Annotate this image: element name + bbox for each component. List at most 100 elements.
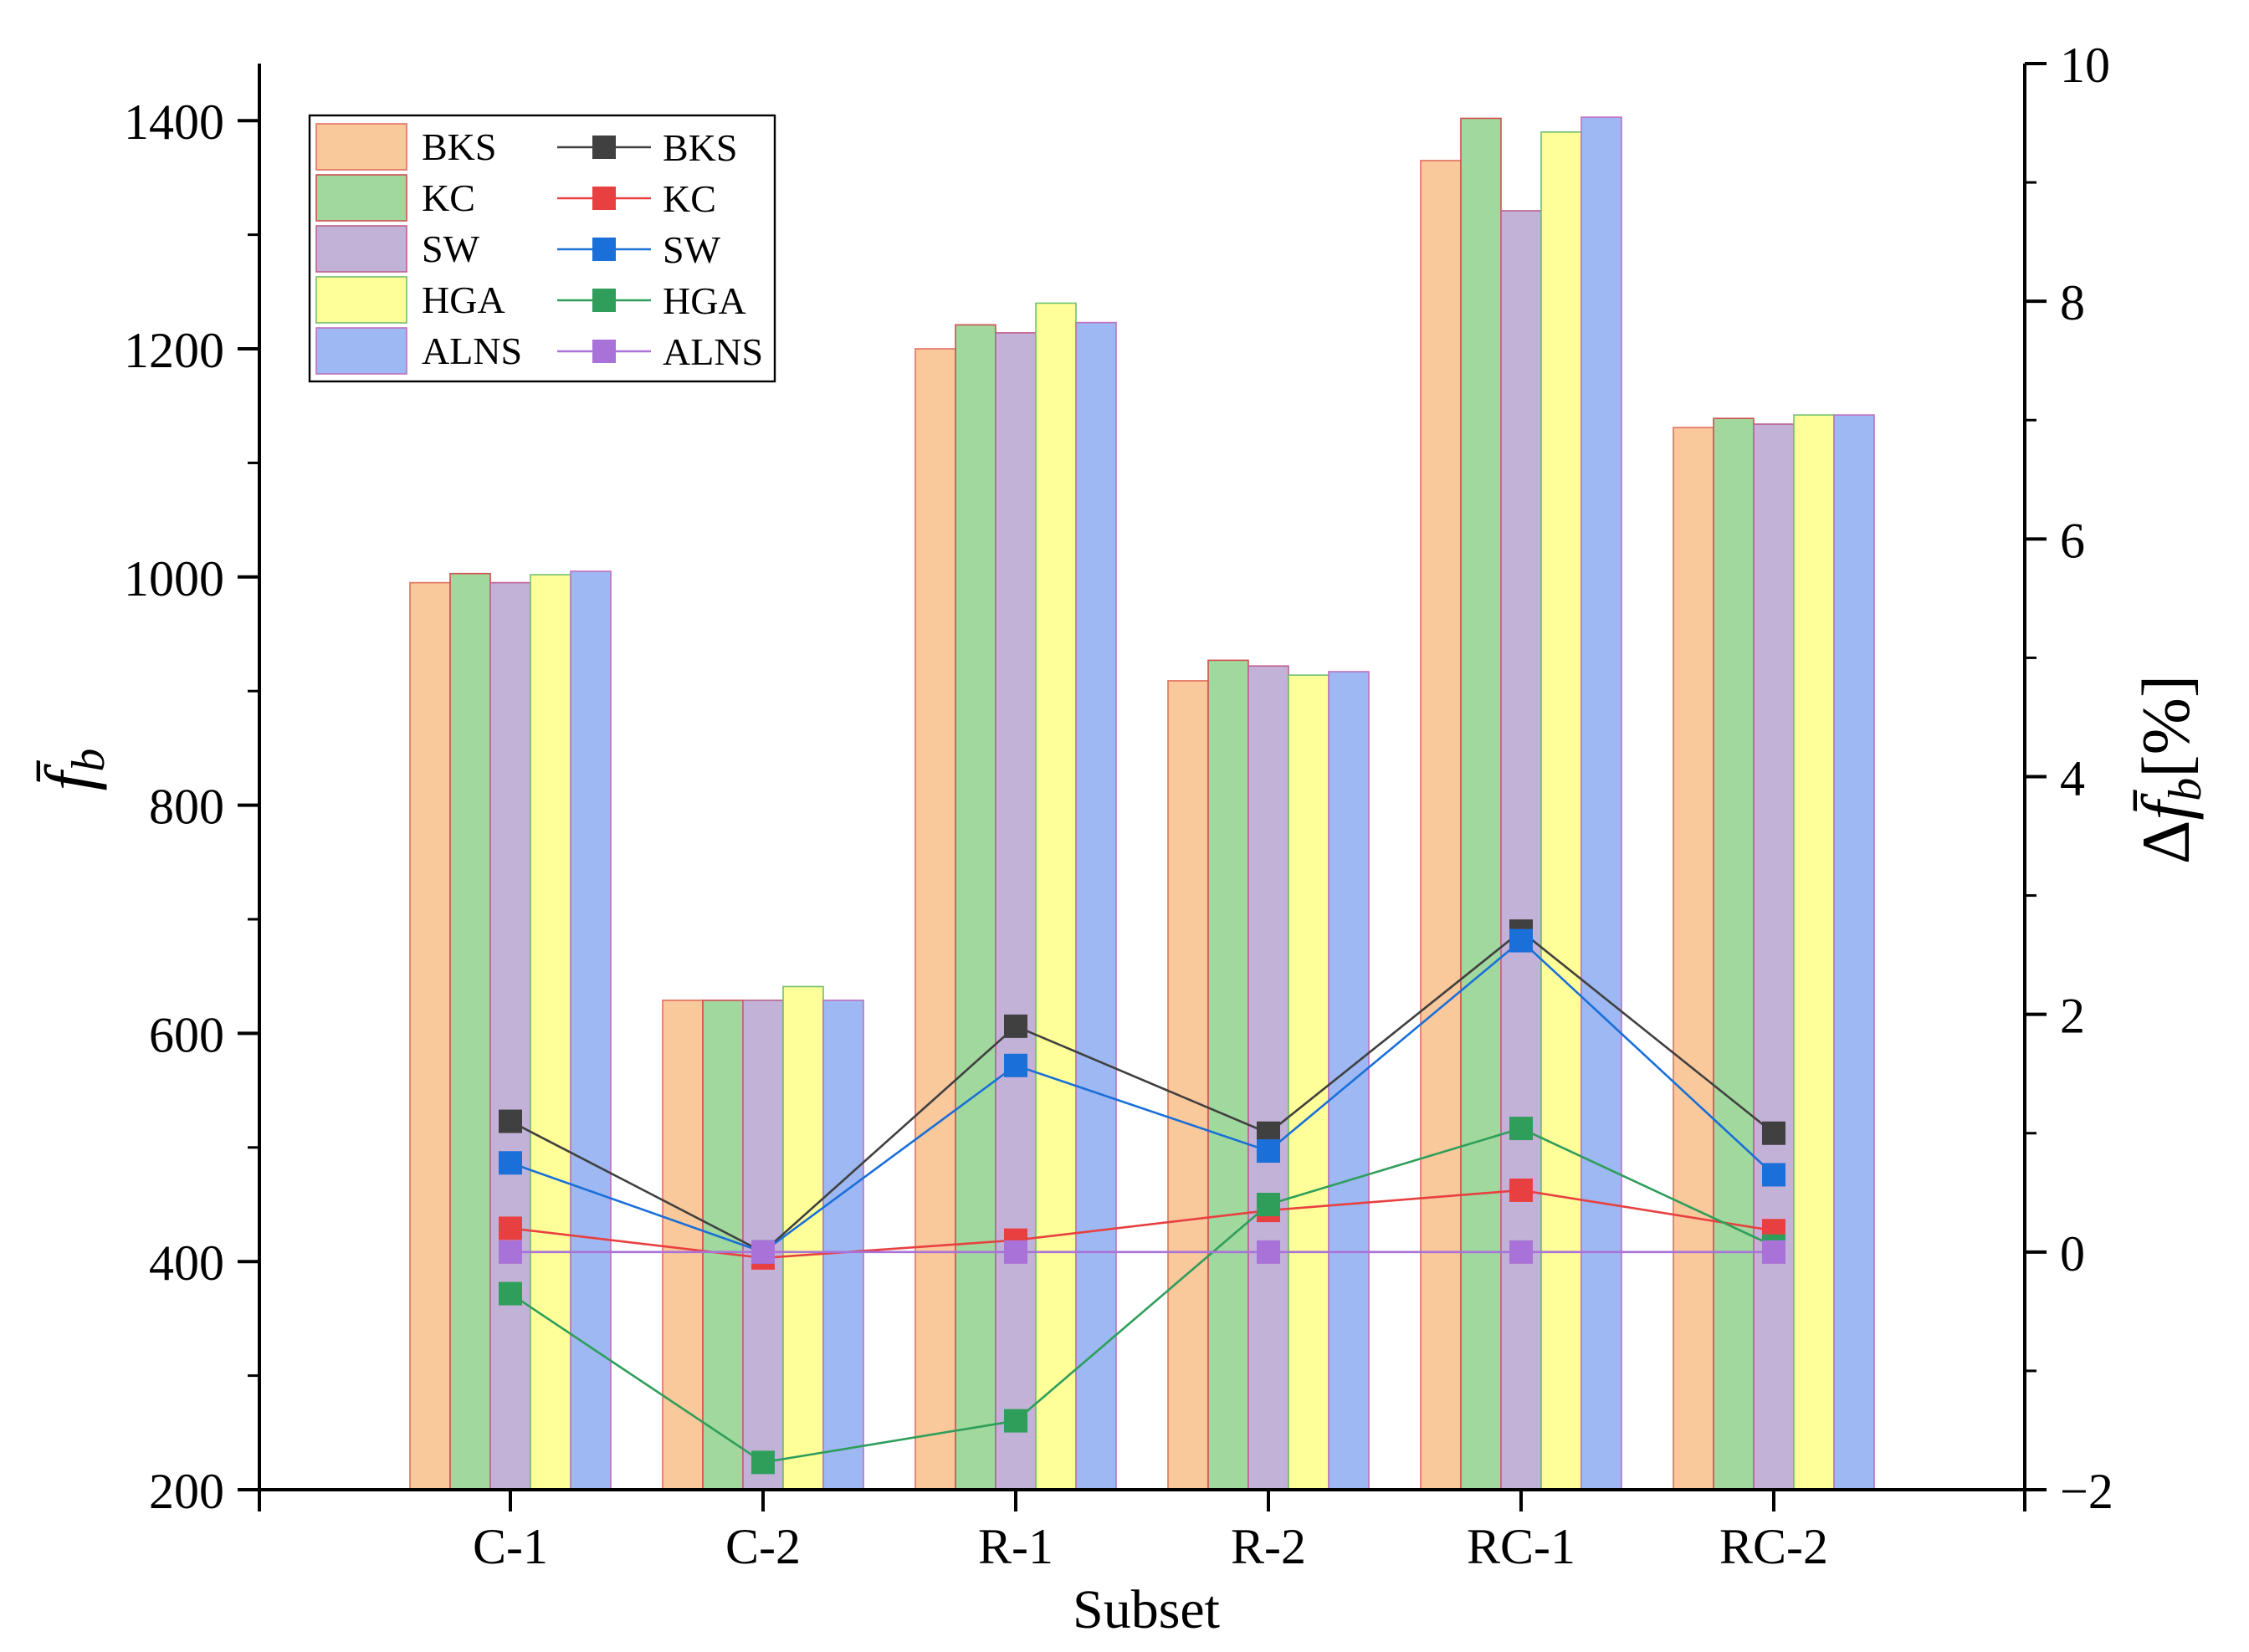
bar-alns-rc-2	[1833, 414, 1875, 1491]
legend-label-line-bks: BKS	[663, 126, 737, 169]
legend-swatch-marker-kc	[592, 187, 616, 210]
y-tick-label: 400	[149, 1235, 224, 1291]
y2-tick-label: 10	[2060, 38, 2110, 93]
marker-hga-c-2	[751, 1450, 775, 1475]
y-axis-title: f̄b	[31, 749, 115, 791]
marker-sw-r-2	[1257, 1139, 1280, 1164]
marker-bks-r-1	[1004, 1014, 1027, 1038]
bar-alns-r-1	[1075, 321, 1117, 1491]
bar-hga-r-2	[1288, 674, 1329, 1491]
bar-hga-c-1	[530, 574, 571, 1491]
legend-swatch-bar-sw	[315, 225, 407, 273]
bar-bks-rc-2	[1673, 427, 1714, 1491]
y2-tick-label: 4	[2060, 751, 2085, 806]
y2-tick-label: 0	[2060, 1226, 2085, 1281]
legend-swatch-bar-hga	[315, 276, 407, 324]
y-tick-label: 1400	[124, 95, 224, 150]
y2-axis-title: Δf̄b[%]	[2128, 675, 2211, 864]
legend-label-line-hga: HGA	[663, 279, 746, 322]
bar-kc-c-2	[702, 1000, 744, 1491]
marker-sw-c-1	[499, 1151, 522, 1175]
marker-hga-rc-1	[1509, 1117, 1533, 1141]
y2-tick-label: 2	[2060, 989, 2085, 1044]
marker-sw-rc-1	[1509, 928, 1533, 953]
bar-sw-r-2	[1247, 665, 1289, 1491]
bar-alns-c-2	[822, 1000, 864, 1491]
marker-alns-r-2	[1257, 1240, 1280, 1264]
marker-alns-r-1	[1004, 1240, 1027, 1264]
marker-hga-r-2	[1257, 1193, 1280, 1216]
bar-bks-r-2	[1167, 680, 1209, 1491]
bar-sw-c-1	[489, 581, 531, 1491]
legend-label-bar-hga: HGA	[422, 279, 505, 321]
legend-label-bar-kc: KC	[422, 176, 475, 219]
bar-kc-r-2	[1207, 659, 1249, 1491]
legend-swatch-marker-alns	[592, 340, 616, 363]
y2-axis-title-unit: [%]	[2128, 675, 2204, 778]
y-tick-label: 1200	[124, 323, 224, 378]
legend-label-line-sw: SW	[663, 228, 721, 271]
y2-axis-title-prefix: Δ	[2128, 820, 2204, 864]
legend-swatch-bar-bks	[315, 123, 407, 171]
legend-swatch-marker-bks	[592, 136, 616, 159]
bar-kc-rc-1	[1460, 117, 1502, 1491]
svg-text:Δf̄b[%]: Δf̄b[%]	[2128, 675, 2211, 864]
legend-label-line-kc: KC	[663, 177, 716, 220]
marker-alns-rc-2	[1762, 1240, 1785, 1264]
bar-alns-c-1	[570, 570, 612, 1491]
y2-tick-label: 6	[2060, 513, 2085, 568]
marker-hga-r-1	[1004, 1409, 1027, 1433]
y2-tick-label: −2	[2060, 1464, 2113, 1519]
y-tick-label: 1000	[124, 551, 224, 606]
x-tick-label: C-2	[725, 1519, 801, 1574]
lines-layer	[499, 919, 1785, 1475]
bar-hga-r-1	[1035, 302, 1077, 1491]
marker-alns-rc-1	[1509, 1240, 1533, 1264]
x-tick-label: R-1	[978, 1519, 1053, 1574]
y-tick-label: 200	[149, 1464, 224, 1519]
x-axis-title: Subset	[1073, 1579, 1220, 1640]
y-tick-label: 800	[149, 780, 224, 835]
bar-sw-rc-1	[1500, 210, 1542, 1491]
marker-hga-c-1	[499, 1281, 522, 1306]
y2-tick-label: 8	[2060, 275, 2085, 330]
legend-label-bar-alns: ALNS	[422, 330, 522, 372]
legend-label-bar-bks: BKS	[422, 125, 496, 168]
marker-bks-rc-2	[1762, 1121, 1785, 1145]
x-tick-label: R-2	[1231, 1519, 1306, 1574]
bar-sw-r-1	[995, 332, 1037, 1491]
marker-kc-c-1	[499, 1216, 522, 1240]
line-hga	[510, 1127, 1775, 1464]
legend-swatch-marker-sw	[592, 238, 616, 261]
legend-label-line-alns: ALNS	[663, 330, 763, 373]
bar-bks-rc-1	[1420, 160, 1462, 1491]
legend-swatch-bar-kc	[315, 174, 407, 222]
axes-layer: 200 400 600 800 1000 1200 1400 −2 0 2 4 6 8 10 C-1 C-2 R…	[124, 38, 2113, 1574]
bar-bks-c-2	[662, 1000, 704, 1491]
marker-sw-rc-2	[1762, 1163, 1785, 1187]
marker-kc-rc-1	[1509, 1178, 1533, 1202]
x-tick-label: C-1	[473, 1519, 548, 1574]
marker-bks-c-1	[499, 1109, 522, 1133]
bar-kc-rc-2	[1713, 417, 1755, 1491]
marker-sw-r-1	[1004, 1053, 1027, 1077]
bar-kc-c-1	[449, 572, 491, 1491]
bar-sw-rc-2	[1753, 423, 1795, 1491]
legend-label-bar-sw: SW	[422, 228, 480, 270]
legend: BKS KC SW HGA ALNS BKS KC SW HGA ALNS	[308, 114, 776, 383]
y-axis-title-sub: b	[63, 749, 115, 772]
marker-alns-c-2	[751, 1240, 775, 1264]
y-tick-label: 600	[149, 1007, 224, 1062]
line-sw	[510, 939, 1775, 1254]
bar-hga-rc-1	[1540, 131, 1582, 1491]
bar-kc-r-1	[955, 324, 996, 1491]
legend-swatch-marker-hga	[592, 289, 616, 312]
bar-hga-rc-2	[1793, 414, 1835, 1491]
line-bks	[510, 929, 1775, 1254]
legend-swatch-bar-alns	[315, 327, 407, 375]
bar-bks-c-1	[409, 581, 451, 1491]
x-tick-label: RC-2	[1719, 1519, 1828, 1574]
bar-hga-c-2	[782, 985, 824, 1491]
y2-axis-title-sub: b	[2159, 778, 2211, 801]
